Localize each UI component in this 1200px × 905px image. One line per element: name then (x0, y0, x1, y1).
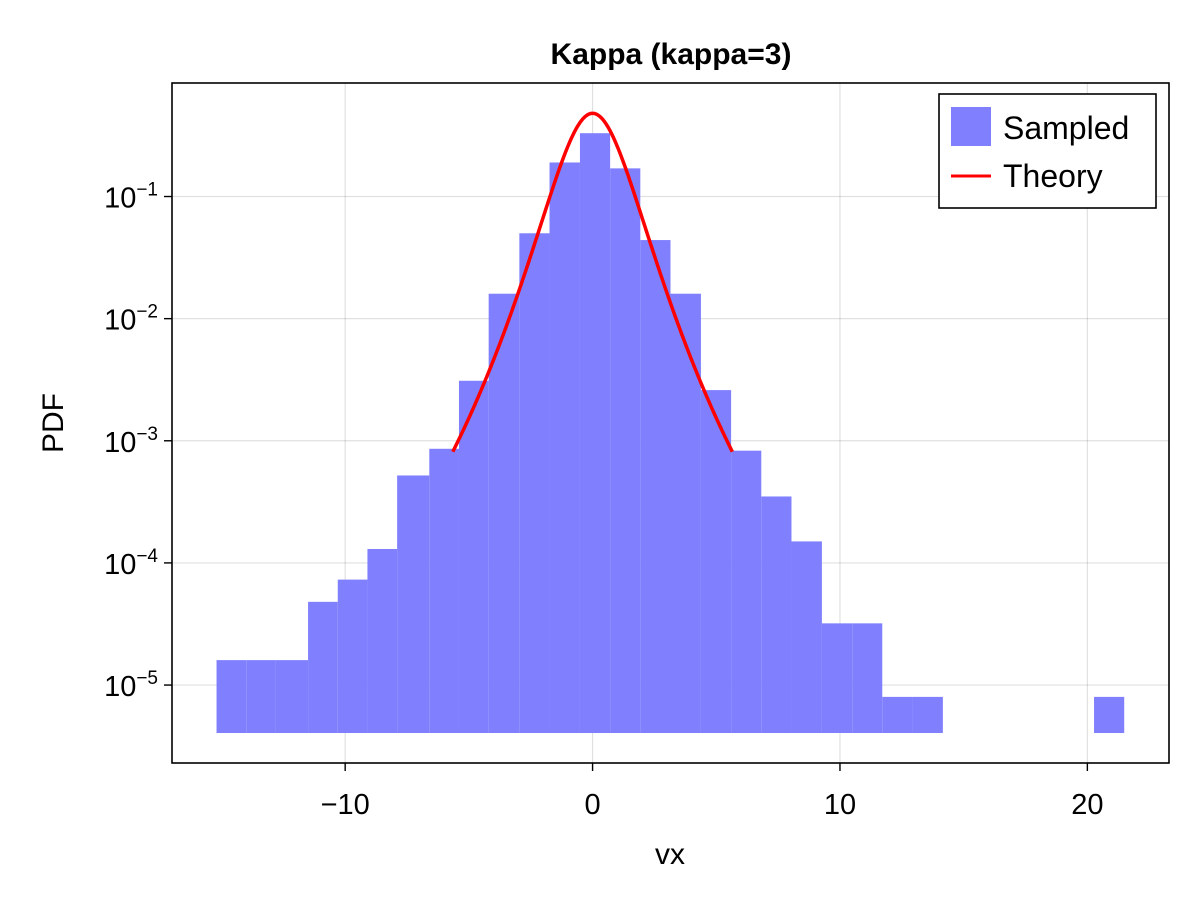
y-axis-ticks: 10−1 10−2 10−3 10−4 10−5 (104, 180, 172, 703)
legend-swatch-sampled (951, 107, 991, 146)
x-tick-label: 10 (824, 789, 856, 821)
histogram-bar (1094, 696, 1125, 733)
histogram-bar (367, 548, 398, 733)
legend-label-theory: Theory (1003, 158, 1103, 194)
y-tick-label: 10−5 (104, 668, 158, 703)
histogram-bar (308, 601, 338, 733)
histogram-bar (791, 541, 822, 733)
y-tick-label: 10−4 (104, 546, 158, 581)
histogram-bar (610, 168, 641, 734)
histogram-bar (731, 450, 762, 733)
y-tick-label: 10−1 (104, 180, 158, 215)
histogram-bar (337, 579, 368, 733)
plot-frame (171, 82, 1170, 764)
histogram-bar (458, 380, 489, 733)
histogram-bar (670, 293, 701, 733)
histogram-bar (397, 475, 430, 733)
histogram-bar (549, 162, 580, 734)
histogram-bar (519, 233, 550, 733)
histogram-bar (882, 696, 913, 733)
histogram-bar (579, 133, 611, 733)
y-tick-label: 10−3 (104, 424, 158, 459)
theory-curve (451, 111, 734, 453)
histogram-bar (700, 390, 732, 733)
histogram-bar (821, 623, 853, 733)
x-tick-label: −10 (321, 789, 370, 821)
legend: Sampled Theory (938, 93, 1157, 209)
x-tick-label: 20 (1071, 789, 1103, 821)
histogram-bar (640, 240, 671, 733)
chart-title: Kappa (kappa=3) (551, 38, 792, 71)
histogram-bar (275, 660, 309, 733)
theory-curve-group (451, 111, 734, 453)
histogram-bar (912, 696, 943, 733)
legend-label-sampled: Sampled (1003, 110, 1129, 146)
x-tick-label: 0 (585, 789, 601, 821)
x-axis-label: vx (655, 838, 685, 871)
x-axis-ticks: −10 0 10 20 (321, 763, 1103, 821)
y-tick-label: 10−2 (104, 302, 158, 337)
histogram-bars (216, 133, 1125, 734)
y-axis-label: PDF (37, 393, 70, 453)
histogram-bar (246, 660, 276, 733)
histogram-bar (216, 660, 247, 733)
histogram-bar (429, 448, 459, 733)
histogram-bar (488, 293, 520, 733)
histogram-bar (852, 623, 883, 733)
histogram-bar (761, 496, 792, 733)
